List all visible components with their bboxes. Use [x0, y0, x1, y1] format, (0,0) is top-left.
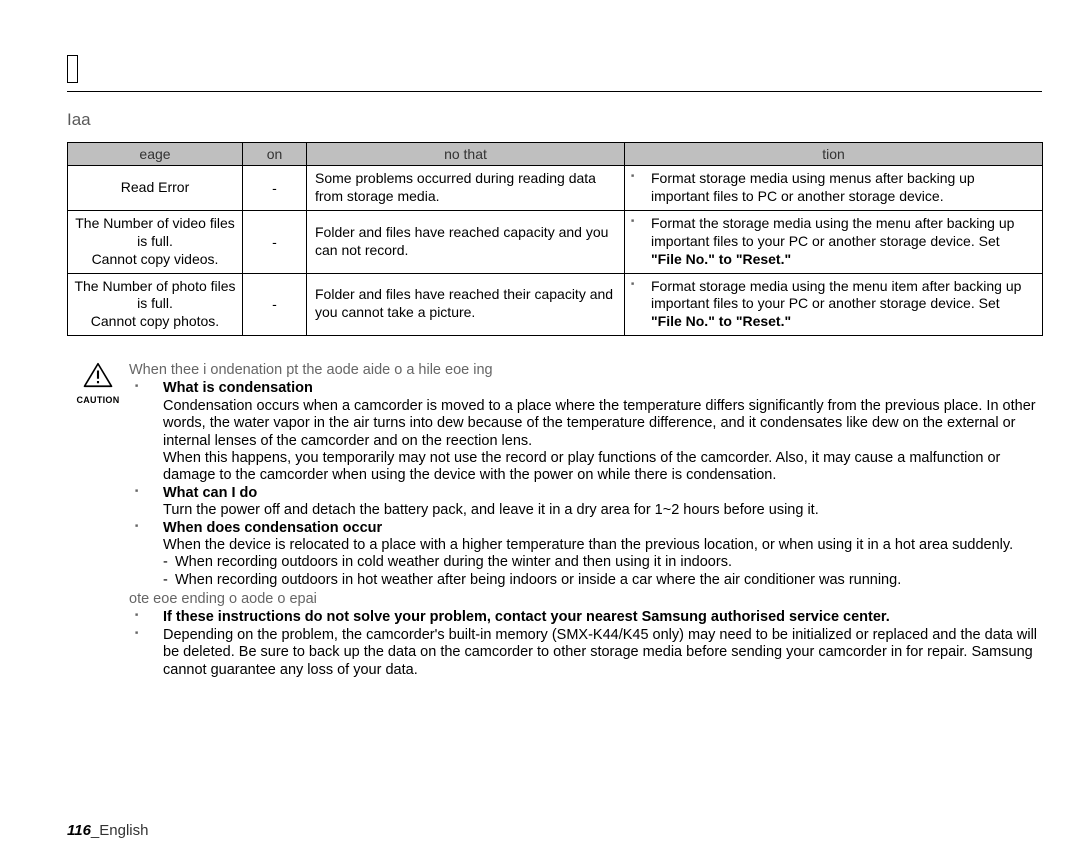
bullet-icon: ■	[135, 488, 138, 494]
table-header-row: eage on no that tion	[68, 143, 1043, 166]
bullet-icon: ■	[631, 218, 634, 224]
cell-icon: -	[243, 273, 307, 336]
th-info: no that	[307, 143, 625, 166]
item-head: If these instructions do not solve your …	[163, 609, 1049, 626]
item-head: What can I do	[163, 485, 1049, 502]
table-row: The Number of photo files is full.Cannot…	[68, 273, 1043, 336]
page-footer: 116_English	[67, 822, 148, 839]
page-corner-mark	[67, 55, 78, 83]
list-item: ■ Depending on the problem, the camcorder…	[129, 627, 1049, 679]
cell-action-text: Format the storage media using the menu …	[651, 215, 1014, 267]
caution-sidebar: CAUTION	[67, 362, 129, 405]
table-row: The Number of video files is full.Cannot…	[68, 210, 1043, 273]
cell-icon: -	[243, 210, 307, 273]
caution-intro: When thee i ondenation pt the aode aide …	[129, 362, 1049, 379]
error-table-body: Read Error-Some problems occurred during…	[68, 166, 1043, 336]
cell-action: ■ Format the storage media using the menu…	[625, 210, 1043, 273]
error-table: eage on no that tion Read Error-Some pro…	[67, 142, 1043, 336]
dash-list: When recording outdoors in cold weather …	[163, 554, 1049, 589]
table-row: Read Error-Some problems occurred during…	[68, 166, 1043, 211]
bullet-icon: ■	[135, 612, 138, 618]
bullet-icon: ■	[135, 523, 138, 529]
cell-info: Some problems occurred during reading da…	[307, 166, 625, 211]
cell-action: ■ Format storage media using the menu ite…	[625, 273, 1043, 336]
caution-items: ■ What is condensationCondensation occurs…	[129, 380, 1049, 589]
section-subhead: Iaa	[67, 110, 91, 130]
cell-action-text: Format storage media using menus after b…	[651, 170, 975, 204]
list-item: ■ What is condensationCondensation occurs…	[129, 380, 1049, 484]
cell-info: Folder and files have reached their capa…	[307, 273, 625, 336]
bullet-icon: ■	[631, 173, 634, 179]
cell-action-text: Format storage media using the menu item…	[651, 278, 1021, 330]
cell-action: ■ Format storage media using menus after …	[625, 166, 1043, 211]
dash-item: When recording outdoors in hot weather a…	[163, 572, 1049, 589]
caution-label: CAUTION	[67, 395, 129, 405]
item-head: When does condensation occur	[163, 520, 1049, 537]
cell-icon: -	[243, 166, 307, 211]
caution-body: When thee i ondenation pt the aode aide …	[129, 362, 1049, 679]
item-para: When this happens, you temporarily may n…	[163, 450, 1049, 485]
bullet-icon: ■	[135, 383, 138, 389]
th-icon: on	[243, 143, 307, 166]
item-para: When the device is relocated to a place …	[163, 537, 1049, 554]
cell-info: Folder and files have reached capacity a…	[307, 210, 625, 273]
item-head: What is condensation	[163, 380, 1049, 397]
cell-message: The Number of video files is full.Cannot…	[68, 210, 243, 273]
page-lang: _English	[91, 822, 149, 839]
dash-item: When recording outdoors in cold weather …	[163, 554, 1049, 571]
note-items: ■ If these instructions do not solve your…	[129, 609, 1049, 679]
item-para: Depending on the problem, the camcorder'…	[163, 627, 1049, 679]
list-item: ■ When does condensation occurWhen the de…	[129, 520, 1049, 590]
caution-icon	[83, 362, 113, 388]
cell-message: Read Error	[68, 166, 243, 211]
list-item: ■ If these instructions do not solve your…	[129, 609, 1049, 626]
note-intro: ote eoe ending o aode o epai	[129, 591, 1049, 608]
th-action: tion	[625, 143, 1043, 166]
bullet-icon: ■	[631, 281, 634, 287]
bullet-icon: ■	[135, 630, 138, 636]
item-para: Turn the power off and detach the batter…	[163, 502, 1049, 519]
top-rule	[67, 91, 1042, 92]
page-number: 116	[67, 822, 91, 839]
th-message: eage	[68, 143, 243, 166]
cell-message: The Number of photo files is full.Cannot…	[68, 273, 243, 336]
list-item: ■ What can I doTurn the power off and det…	[129, 485, 1049, 520]
item-para: Condensation occurs when a camcorder is …	[163, 398, 1049, 450]
